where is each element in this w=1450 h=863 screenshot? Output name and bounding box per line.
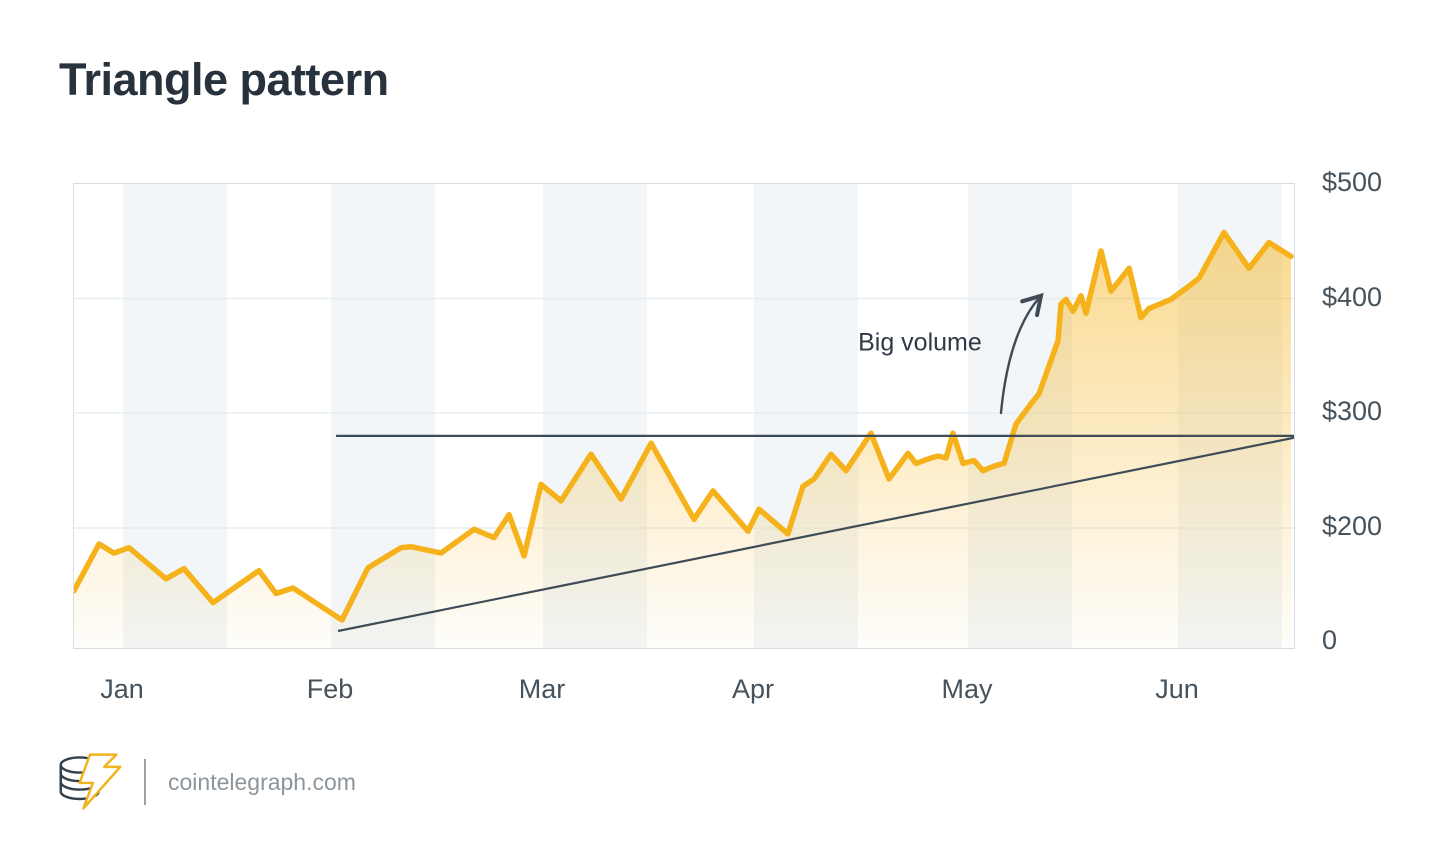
annotation-arrow-icon <box>999 296 1041 415</box>
support-trendline <box>337 436 1294 633</box>
source-site-label: cointelegraph.com <box>168 768 356 795</box>
x-axis-label: Mar <box>518 674 566 704</box>
x-axis-label: Jun <box>1155 674 1199 704</box>
x-axis-label: Apr <box>732 674 775 704</box>
y-axis-labels: $500 $400 $300 $200 0 <box>1322 167 1448 655</box>
y-axis-label: $500 <box>1322 166 1383 197</box>
price-line <box>74 229 1294 623</box>
y-axis-label: $400 <box>1322 281 1383 312</box>
y-axis-label: $300 <box>1322 395 1383 426</box>
plot-canvas <box>74 184 1294 648</box>
cointelegraph-logo-icon <box>59 753 122 810</box>
area-fill <box>74 232 1291 648</box>
chart-title: Triangle pattern <box>59 54 389 105</box>
footer-divider <box>144 759 146 805</box>
x-axis-label: May <box>941 674 993 704</box>
x-axis-labels: Jan Feb Mar Apr May Jun <box>73 664 1293 708</box>
footer: cointelegraph.com <box>56 751 356 813</box>
x-axis-label: Feb <box>306 674 354 704</box>
y-axis-label: $200 <box>1322 510 1383 541</box>
y-axis-label: 0 <box>1322 624 1338 655</box>
plot-area: Big volume <box>73 183 1295 649</box>
big-volume-label: Big volume <box>858 328 982 357</box>
x-axis-label: Jan <box>100 674 144 704</box>
